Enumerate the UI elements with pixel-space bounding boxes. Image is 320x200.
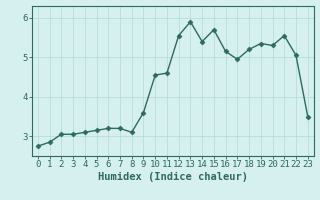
X-axis label: Humidex (Indice chaleur): Humidex (Indice chaleur) bbox=[98, 172, 248, 182]
